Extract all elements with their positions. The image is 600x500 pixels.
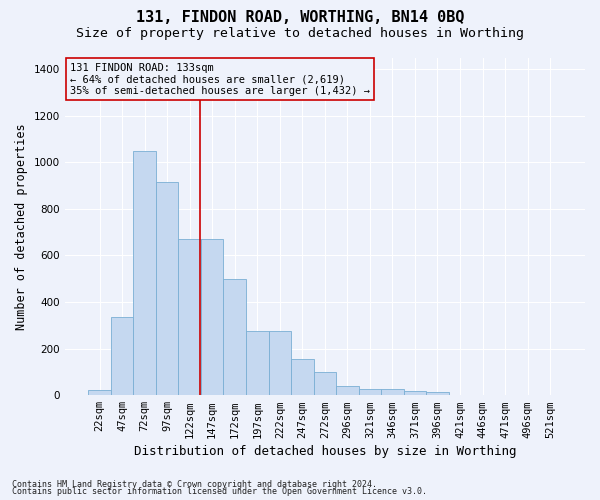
Bar: [336, 386, 359, 395]
Text: Contains public sector information licensed under the Open Government Licence v3: Contains public sector information licen…: [12, 487, 427, 496]
Bar: [223, 278, 246, 395]
Text: Size of property relative to detached houses in Worthing: Size of property relative to detached ho…: [76, 28, 524, 40]
Text: 131, FINDON ROAD, WORTHING, BN14 0BQ: 131, FINDON ROAD, WORTHING, BN14 0BQ: [136, 10, 464, 25]
Bar: [156, 182, 178, 395]
Bar: [269, 331, 291, 395]
Bar: [381, 390, 404, 395]
Bar: [314, 372, 336, 395]
Y-axis label: Number of detached properties: Number of detached properties: [15, 123, 28, 330]
Bar: [201, 239, 223, 395]
Bar: [133, 150, 156, 395]
Bar: [404, 391, 426, 395]
Text: 131 FINDON ROAD: 133sqm
← 64% of detached houses are smaller (2,619)
35% of semi: 131 FINDON ROAD: 133sqm ← 64% of detache…: [70, 62, 370, 96]
Bar: [359, 390, 381, 395]
Bar: [246, 331, 269, 395]
Bar: [111, 317, 133, 395]
X-axis label: Distribution of detached houses by size in Worthing: Distribution of detached houses by size …: [134, 444, 516, 458]
Text: Contains HM Land Registry data © Crown copyright and database right 2024.: Contains HM Land Registry data © Crown c…: [12, 480, 377, 489]
Bar: [426, 392, 449, 395]
Bar: [178, 239, 201, 395]
Bar: [291, 359, 314, 395]
Bar: [88, 390, 111, 395]
